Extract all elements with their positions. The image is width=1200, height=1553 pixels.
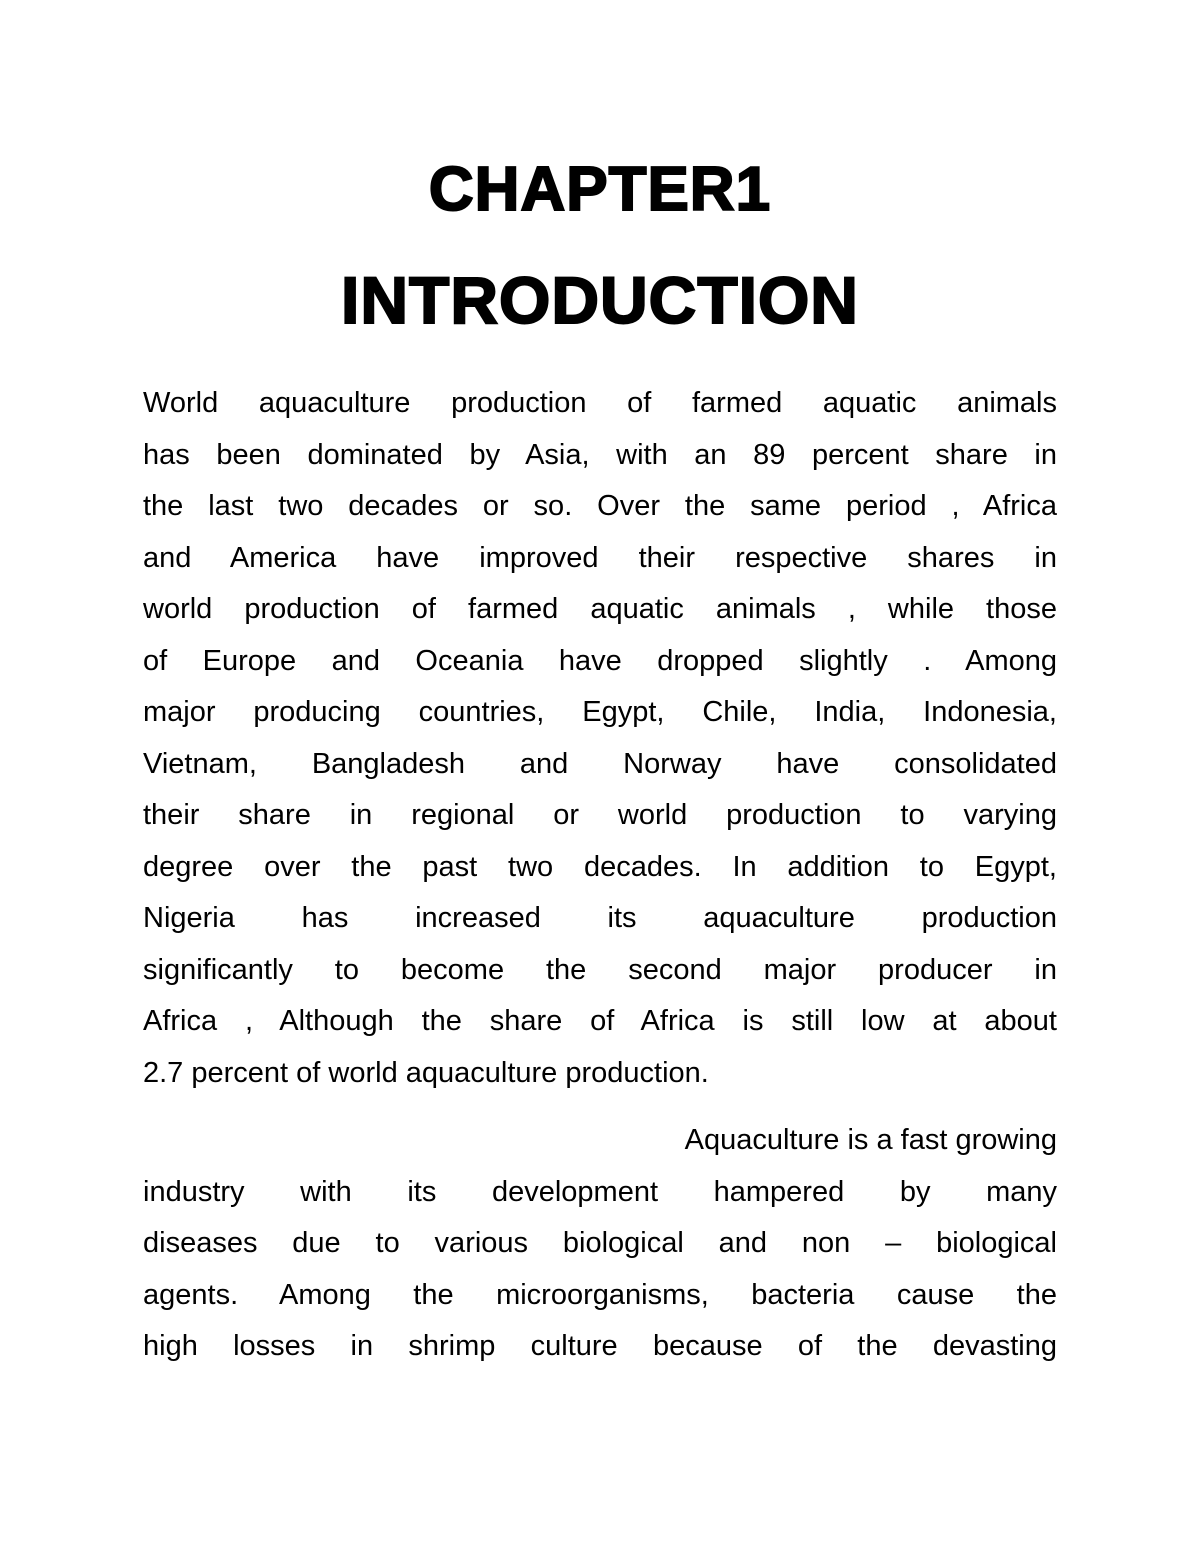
text-line: Vietnam, Bangladesh and Norway have cons… [143,747,1057,780]
text-line: diseases due to various biological and n… [143,1227,1057,1259]
text-line: has been dominated by Asia, with an 89 p… [143,438,1057,471]
page-title: INTRODUCTION [340,262,859,338]
text-line: significantly to become the second major… [143,953,1057,986]
paragraph-2: Aquaculture is a fast growing industry wi… [143,1115,1057,1373]
text-line: degree over the past two decades. In add… [143,850,1057,883]
text-line: world production of farmed aquatic anima… [143,593,1057,625]
text-line: Aquaculture is a fast growing [684,1124,1057,1156]
text-line: World aquaculture production of farmed a… [143,387,1057,419]
text-line: high losses in shrimp culture because of… [143,1330,1057,1362]
text-line: 2.7 percent of world aquaculture product… [143,1056,709,1089]
text-line: Africa , Although the share of Africa is… [143,1005,1057,1037]
chapter-label: CHAPTER1 [428,154,772,225]
text-line: major producing countries, Egypt, Chile,… [143,696,1057,728]
text-line: the last two decades or so. Over the sam… [143,490,1057,522]
text-line: of Europe and Oceania have dropped sligh… [143,644,1057,677]
text-line: their share in regional or world product… [143,799,1057,831]
text-line: Nigeria has increased its aquaculture pr… [143,902,1057,934]
paragraph-1: World aquaculture production of farmed a… [143,378,1057,1099]
text-line: and America have improved their respecti… [143,541,1057,574]
text-line: industry with its development hampered b… [143,1175,1057,1208]
text-line: agents. Among the microorganisms, bacter… [143,1278,1057,1311]
